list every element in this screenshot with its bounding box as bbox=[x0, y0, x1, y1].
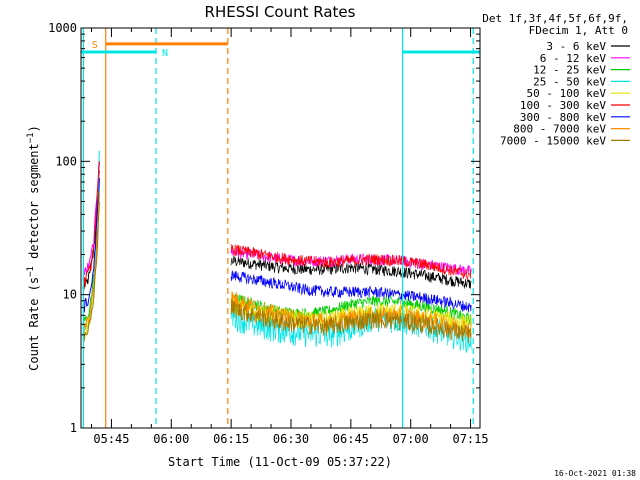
attenuator-state-label: S bbox=[92, 40, 98, 51]
x-tick-label: 06:00 bbox=[153, 432, 189, 446]
series-0 bbox=[82, 170, 472, 291]
series-5 bbox=[82, 161, 472, 288]
y-axis-label-sup1: −1 bbox=[26, 266, 36, 277]
series-6 bbox=[82, 177, 472, 313]
legend-entry-label: 50 - 100 keV bbox=[527, 87, 607, 100]
legend-entry-label: 12 - 25 keV bbox=[533, 64, 606, 77]
y-tick-label: 10 bbox=[63, 288, 77, 302]
y-axis-label-main: Count Rate (s bbox=[27, 277, 41, 371]
legend-entry-label: 300 - 800 keV bbox=[520, 111, 606, 124]
y-axis-label-end: ) bbox=[27, 125, 41, 132]
legend: Det 1f,3f,4f,5f,6f,9f,FDecim 1, Att 0 3 -… bbox=[482, 12, 630, 147]
x-tick-label: 07:15 bbox=[452, 432, 488, 446]
x-tick-label: 06:45 bbox=[333, 432, 369, 446]
series-1-late-line bbox=[230, 246, 472, 276]
series-0-late-line bbox=[230, 255, 472, 289]
x-tick-label: 05:45 bbox=[93, 432, 129, 446]
legend-entry-label: 6 - 12 keV bbox=[540, 52, 607, 65]
series-group bbox=[82, 150, 472, 353]
chart-title: RHESSI Count Rates bbox=[205, 3, 356, 21]
y-tick-label: 100 bbox=[55, 154, 77, 168]
series-4-late-line bbox=[230, 297, 472, 335]
series-7-early-line bbox=[82, 190, 100, 330]
series-6-early-line bbox=[82, 177, 100, 313]
series-6-late-line bbox=[230, 270, 472, 313]
x-tick-label: 06:15 bbox=[213, 432, 249, 446]
y-tick-label: 1 bbox=[70, 421, 77, 435]
x-axis-label: Start Time (11-Oct-09 05:37:22) bbox=[168, 455, 392, 469]
x-tick-label: 06:30 bbox=[273, 432, 309, 446]
series-5-early-line bbox=[82, 161, 100, 288]
x-tick-label: 07:00 bbox=[393, 432, 429, 446]
y-axis-label: Count Rate (s−1 detector segment−1) bbox=[26, 125, 41, 371]
axes: 1 10 100 1000 05:45 06:00 06:15 06:30 06:45 07:00… bbox=[48, 21, 489, 446]
series-7 bbox=[82, 190, 472, 338]
legend-entry-label: 7000 - 15000 keV bbox=[500, 134, 606, 147]
plot-area: SN bbox=[81, 28, 480, 428]
plot-frame bbox=[80, 27, 481, 429]
legend-header: FDecim 1, Att 0 bbox=[529, 24, 628, 37]
legend-entry-label: 100 - 300 keV bbox=[520, 99, 606, 112]
legend-entry-label: 800 - 7000 keV bbox=[513, 123, 606, 136]
series-8 bbox=[82, 201, 472, 344]
series-5-late-line bbox=[230, 244, 472, 280]
legend-entry-label: 3 - 6 keV bbox=[546, 40, 606, 53]
y-axis-label-mid: detector segment bbox=[27, 143, 41, 266]
night-state-label: N bbox=[162, 48, 168, 59]
series-7-late-line bbox=[230, 291, 472, 338]
series-8-early-line bbox=[82, 201, 100, 343]
legend-header: Det 1f,3f,4f,5f,6f,9f, bbox=[482, 12, 628, 25]
y-axis-label-sup2: −1 bbox=[26, 132, 36, 143]
timestamp: 16-Oct-2021 01:38 bbox=[554, 469, 636, 478]
y-tick-label: 1000 bbox=[48, 21, 77, 35]
legend-entry-label: 25 - 50 keV bbox=[533, 75, 606, 88]
series-8-late-line bbox=[230, 300, 472, 344]
